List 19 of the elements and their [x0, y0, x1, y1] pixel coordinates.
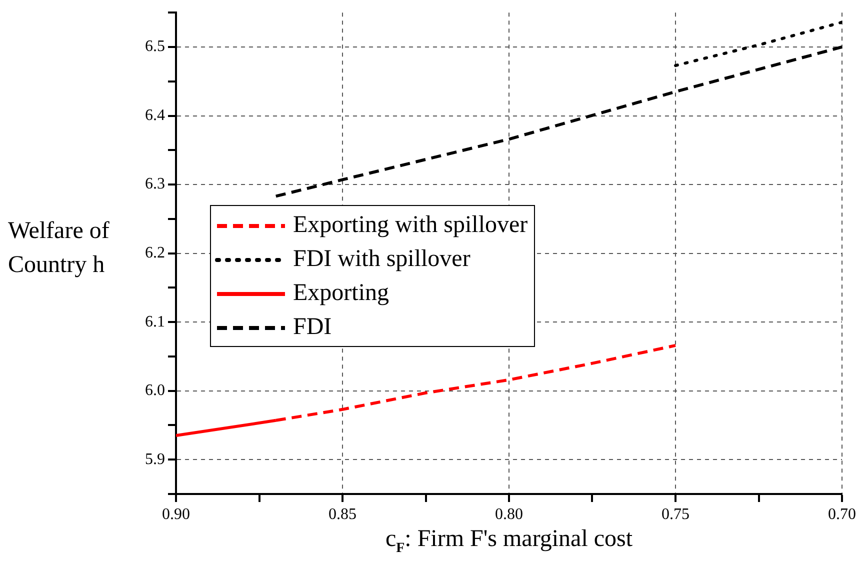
x-tick-label: 0.75 — [662, 506, 690, 523]
legend-label: Exporting — [293, 280, 389, 306]
legend-label: FDI — [293, 314, 332, 340]
x-tick-label: 0.80 — [495, 506, 523, 523]
y-tick-label: 6.4 — [145, 106, 165, 124]
y-tick-label: 6.3 — [145, 176, 165, 193]
x-tick-label: 0.70 — [828, 506, 856, 523]
x-tick-label: 0.90 — [162, 506, 190, 523]
y-axis-title: Welfare of Country h — [8, 217, 110, 280]
y-tick-label: 6.5 — [145, 38, 165, 56]
line-series — [274, 45, 842, 198]
y-tick-label: 6.2 — [145, 244, 165, 262]
legend-label: Exporting with spillover — [293, 212, 528, 238]
y-tick-label: 6.1 — [145, 313, 165, 330]
y-tick-label: 5.9 — [145, 450, 165, 468]
x-axis-title: c$_{F}$: Firm F's marginal cost — [384, 526, 634, 557]
y-tick-label: 6.0 — [145, 382, 165, 400]
x-tick-label: 0.85 — [328, 506, 356, 523]
legend-label: FDI with spillover — [293, 246, 470, 272]
